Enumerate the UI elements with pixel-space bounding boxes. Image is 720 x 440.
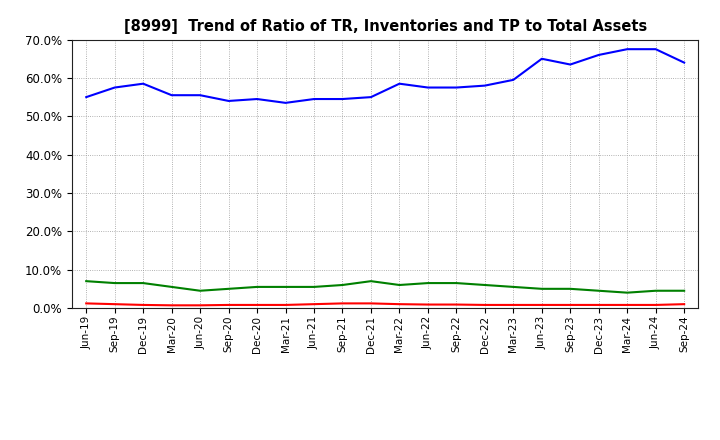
- Trade Payables: [480, 282, 489, 288]
- Inventories: [253, 96, 261, 102]
- Trade Receivables: [423, 302, 432, 307]
- Trade Receivables: [566, 302, 575, 308]
- Trade Payables: [282, 284, 290, 290]
- Trade Receivables: [196, 303, 204, 308]
- Inventories: [110, 85, 119, 90]
- Trade Payables: [566, 286, 575, 291]
- Trade Payables: [509, 284, 518, 290]
- Trade Payables: [395, 282, 404, 288]
- Inventories: [282, 100, 290, 106]
- Inventories: [680, 60, 688, 65]
- Trade Payables: [82, 279, 91, 284]
- Trade Receivables: [338, 301, 347, 306]
- Trade Receivables: [366, 301, 375, 306]
- Trade Payables: [338, 282, 347, 288]
- Trade Receivables: [82, 301, 91, 306]
- Trade Payables: [225, 286, 233, 291]
- Trade Receivables: [110, 301, 119, 307]
- Trade Receivables: [509, 302, 518, 308]
- Trade Receivables: [395, 301, 404, 307]
- Trade Payables: [623, 290, 631, 295]
- Inventories: [423, 85, 432, 90]
- Trade Payables: [366, 279, 375, 284]
- Inventories: [537, 56, 546, 62]
- Trade Receivables: [167, 303, 176, 308]
- Trade Payables: [196, 288, 204, 293]
- Trade Receivables: [225, 302, 233, 308]
- Inventories: [167, 92, 176, 98]
- Inventories: [595, 52, 603, 58]
- Inventories: [566, 62, 575, 67]
- Trade Payables: [537, 286, 546, 291]
- Trade Payables: [139, 280, 148, 286]
- Line: Trade Receivables: Trade Receivables: [86, 304, 684, 305]
- Trade Receivables: [282, 302, 290, 308]
- Inventories: [196, 92, 204, 98]
- Inventories: [82, 95, 91, 100]
- Trade Receivables: [595, 302, 603, 308]
- Inventories: [395, 81, 404, 86]
- Trade Payables: [680, 288, 688, 293]
- Inventories: [338, 96, 347, 102]
- Trade Payables: [423, 280, 432, 286]
- Trade Receivables: [480, 302, 489, 308]
- Trade Receivables: [139, 302, 148, 308]
- Inventories: [139, 81, 148, 86]
- Trade Payables: [452, 280, 461, 286]
- Trade Receivables: [452, 302, 461, 307]
- Trade Payables: [652, 288, 660, 293]
- Trade Receivables: [652, 302, 660, 308]
- Inventories: [480, 83, 489, 88]
- Trade Receivables: [680, 301, 688, 307]
- Inventories: [366, 95, 375, 100]
- Inventories: [652, 47, 660, 52]
- Trade Receivables: [623, 302, 631, 308]
- Inventories: [623, 47, 631, 52]
- Inventories: [310, 96, 318, 102]
- Trade Payables: [310, 284, 318, 290]
- Line: Trade Payables: Trade Payables: [86, 281, 684, 293]
- Inventories: [452, 85, 461, 90]
- Trade Receivables: [253, 302, 261, 308]
- Trade Payables: [595, 288, 603, 293]
- Trade Payables: [110, 280, 119, 286]
- Inventories: [225, 98, 233, 103]
- Trade Receivables: [537, 302, 546, 308]
- Title: [8999]  Trend of Ratio of TR, Inventories and TP to Total Assets: [8999] Trend of Ratio of TR, Inventories…: [124, 19, 647, 34]
- Trade Receivables: [310, 301, 318, 307]
- Line: Inventories: Inventories: [86, 49, 684, 103]
- Trade Payables: [253, 284, 261, 290]
- Inventories: [509, 77, 518, 82]
- Trade Payables: [167, 284, 176, 290]
